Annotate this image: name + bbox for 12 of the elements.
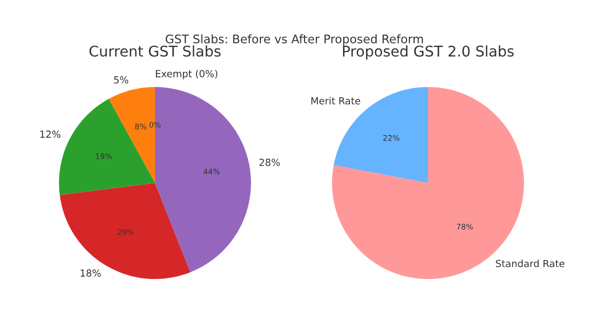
pie-slice [334, 87, 428, 183]
chart-title: Current GST Slabs [90, 45, 221, 57]
category-label: Exempt (0%) [156, 70, 218, 80]
text: GST Slabs: Before vs After Proposed Reform [166, 34, 423, 46]
slice-label: Merit Rate [311, 96, 360, 104]
slice-label: 12% [40, 130, 60, 138]
slice-label: 5% [114, 76, 128, 84]
chart-title: Proposed GST 2.0 Slabs [343, 45, 514, 60]
pie-slice [60, 183, 190, 279]
slice-label: 18% [80, 269, 101, 277]
slice-label: 28% [259, 158, 280, 166]
slice-label: Standard Rate [496, 260, 564, 268]
